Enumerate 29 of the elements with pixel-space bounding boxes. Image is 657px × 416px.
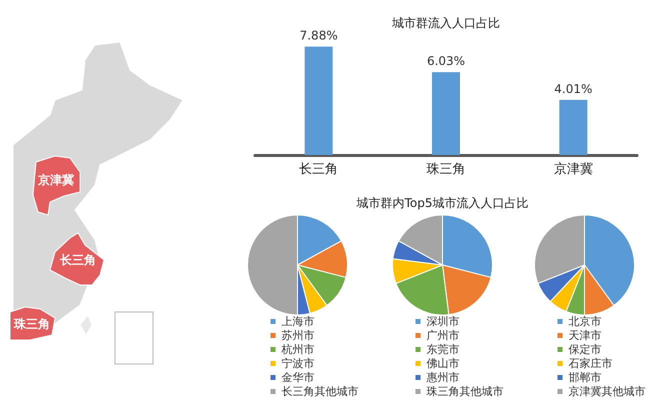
legend-label: 东莞市 <box>426 343 460 356</box>
legend-label: 金华市 <box>282 371 314 384</box>
legend-label: 上海市 <box>282 315 314 328</box>
data-label: 6.03% <box>426 54 466 68</box>
x-tick-label: 珠三角 <box>426 162 466 177</box>
legend-label: 珠三角其他城市 <box>426 385 504 398</box>
legend-label: 宁波市 <box>282 357 314 370</box>
chart-title: 城市群流入人口占比 <box>391 16 500 30</box>
legend-label: 深圳市 <box>426 315 460 328</box>
text: 长三角 <box>59 253 96 267</box>
legend-label: 石家庄市 <box>568 357 612 370</box>
legend-label: 苏州市 <box>282 329 314 342</box>
text: 京津冀 <box>37 173 74 187</box>
legend-label: 邯郸市 <box>568 371 602 384</box>
legend-label: 长三角其他城市 <box>282 385 358 398</box>
legend-label: 北京市 <box>568 315 602 328</box>
data-label: 7.88% <box>300 28 338 43</box>
legend-label: 惠州市 <box>426 371 460 384</box>
legend-label: 广州市 <box>426 329 460 342</box>
data-label: 4.01% <box>554 82 592 96</box>
x-tick-label: 京津冀 <box>554 162 593 177</box>
text: 珠三角 <box>13 317 50 331</box>
legend-label: 杭州市 <box>280 343 314 356</box>
legend-label: 保定市 <box>568 343 602 356</box>
legend-label: 京津冀其他城市 <box>568 385 646 398</box>
legend-label: 天津市 <box>568 329 602 342</box>
x-tick-label: 长三角 <box>299 162 338 177</box>
chart-title: 城市群内Top5城市流入人口占比 <box>356 196 528 210</box>
legend-label: 佛山市 <box>426 357 460 370</box>
